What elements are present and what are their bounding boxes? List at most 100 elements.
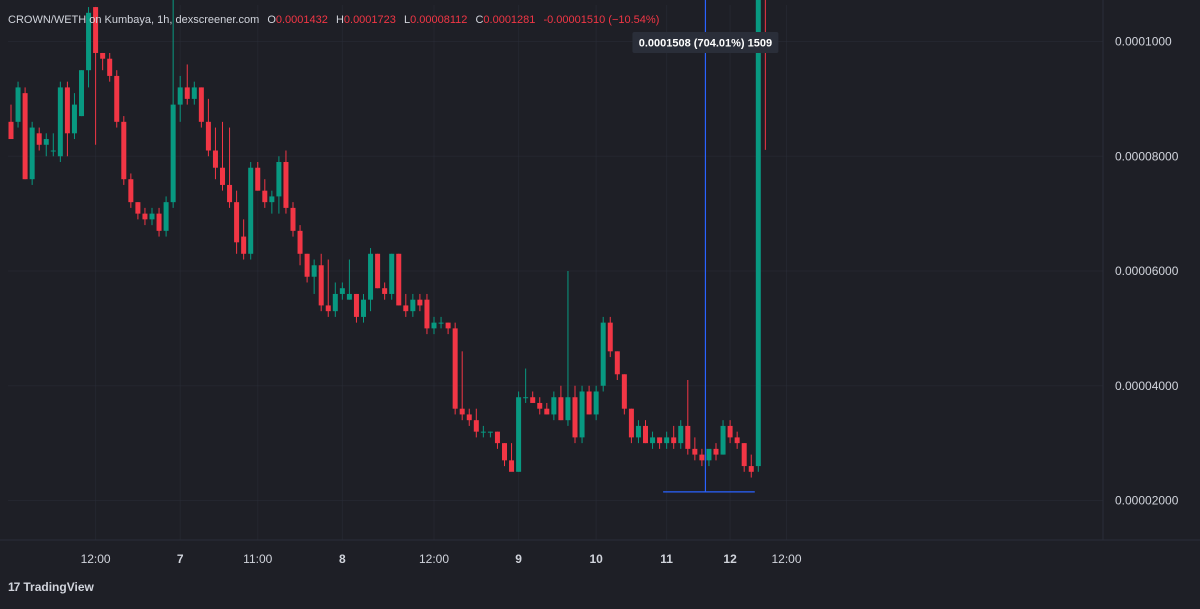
candle-down (614, 351, 620, 375)
symbol-label: CROWN/WETH on Kumbaya, 1h, dexscreener.c… (8, 14, 260, 26)
candle-up (346, 293, 352, 300)
candle-up (516, 397, 522, 472)
x-tick-label: 12 (723, 552, 737, 566)
candle-down (537, 402, 543, 409)
candle-down (220, 167, 225, 185)
candle-up (431, 322, 437, 329)
x-tick-label: 12:00 (771, 552, 801, 566)
y-tick-label: 0.0001000 (1115, 35, 1172, 49)
candle-up (332, 293, 338, 312)
candle-down (685, 425, 691, 449)
x-tick-label: 8 (339, 552, 346, 566)
candle-up (410, 299, 416, 312)
candle-down (734, 437, 740, 444)
ohlc-header: CROWN/WETH on Kumbaya, 1h, dexscreener.c… (8, 14, 659, 26)
tradingview-logo-icon: 17 (8, 580, 20, 594)
candle-up (706, 448, 712, 461)
brand-name: TradingView (23, 580, 94, 594)
candle-down (142, 213, 148, 220)
y-tick-label: 0.00004000 (1115, 379, 1179, 393)
candle-down (318, 265, 324, 306)
candle-up (79, 70, 84, 117)
candle-up (579, 391, 585, 438)
y-tick-label: 0.00006000 (1115, 264, 1179, 278)
candle-up (664, 437, 670, 444)
x-tick-label: 7 (177, 552, 184, 566)
x-tick-label: 11 (660, 552, 673, 566)
candle-up (339, 288, 345, 294)
candle-up (361, 299, 366, 317)
candle-up (170, 104, 176, 203)
candle-down (128, 179, 134, 203)
candle-down (494, 431, 500, 444)
candle-down (290, 207, 296, 231)
candle-down (325, 305, 331, 312)
candle-up (50, 150, 56, 152)
candle-down (692, 448, 698, 455)
candle-down (586, 391, 592, 415)
candle-down (727, 425, 733, 438)
candle-up (593, 391, 599, 415)
low-label: L (403, 14, 411, 26)
candle-up (678, 425, 684, 444)
candle-down (445, 322, 451, 329)
candle-down (459, 408, 465, 415)
candle-up (15, 87, 21, 122)
candle-up (149, 213, 155, 220)
tradingview-brand[interactable]: 17 TradingView (8, 580, 94, 594)
candle-down (621, 374, 627, 409)
candle-down (100, 52, 106, 59)
measure-label: 0.0001508 (704.01%) 1509 (639, 38, 772, 50)
x-tick-label: 9 (515, 552, 522, 566)
candle-down (227, 184, 233, 203)
candle-down (22, 93, 28, 180)
candle-up (755, 0, 761, 467)
low-value: 0.00008112 (410, 14, 468, 26)
y-tick-label: 0.00008000 (1115, 149, 1179, 163)
candle-down (304, 253, 310, 277)
open-value: 0.0001432 (275, 14, 328, 26)
candle-up (551, 397, 557, 415)
candle-down (212, 150, 218, 168)
candle-up (191, 87, 197, 99)
candle-down (8, 121, 14, 140)
x-tick-label: 11:00 (243, 552, 272, 566)
candle-down (544, 408, 550, 415)
candle-down (121, 121, 127, 180)
candle-down (502, 443, 507, 461)
candle-down (741, 443, 747, 467)
candle-down (748, 466, 754, 472)
candle-up (368, 253, 374, 300)
x-tick-label: 12:00 (81, 552, 111, 566)
candle-up (311, 265, 317, 277)
x-tick-label: 10 (589, 552, 603, 566)
candle-up (43, 139, 49, 145)
candle-down (424, 299, 430, 329)
candle-down (156, 213, 162, 231)
candle-up (57, 87, 63, 157)
close-label: C (475, 14, 484, 26)
candle-down (509, 460, 515, 472)
candle-down (297, 230, 303, 254)
candle-up (248, 167, 254, 254)
close-value: 0.0001281 (483, 14, 536, 26)
candle-down (572, 397, 578, 438)
candle-up (86, 12, 92, 71)
candle-down (403, 305, 409, 312)
candle-down (283, 161, 289, 208)
candle-down (473, 420, 479, 432)
candle-down (198, 87, 204, 122)
candle-down (530, 397, 536, 403)
candle-up (389, 253, 395, 294)
candle-down (262, 190, 268, 203)
open-label: O (267, 14, 276, 26)
candle-down (64, 87, 70, 134)
candle-down (699, 454, 705, 461)
candle-down (135, 202, 141, 214)
candle-down (375, 253, 381, 289)
candle-up (523, 397, 529, 399)
candle-down (382, 288, 388, 294)
candle-up (438, 322, 444, 324)
